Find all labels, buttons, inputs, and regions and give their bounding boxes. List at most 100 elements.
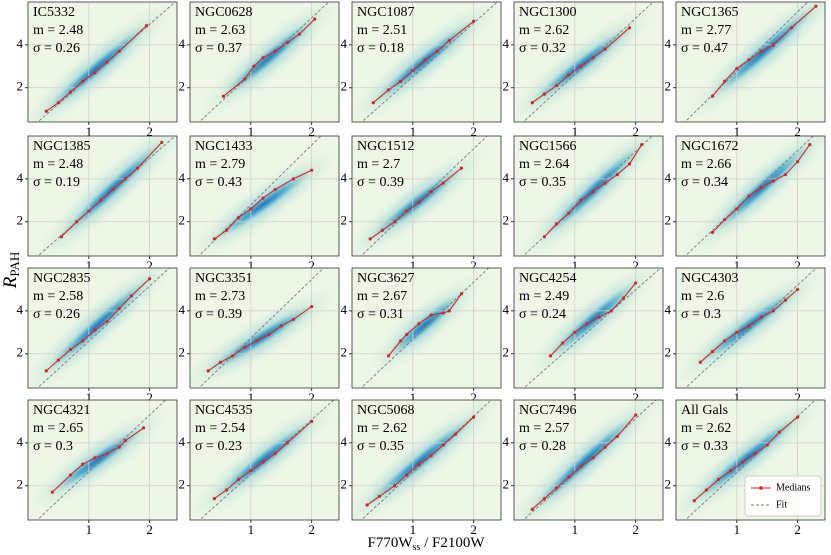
panel-frame xyxy=(351,267,502,389)
median-point xyxy=(783,298,788,302)
median-point xyxy=(735,66,739,71)
median-point xyxy=(117,307,121,311)
y-tick-label: 2 xyxy=(503,345,510,360)
x-label-pre: F770W xyxy=(368,535,414,551)
y-tick-label: 4 xyxy=(17,434,24,449)
panel-sigma: σ = 0.3 xyxy=(681,307,721,322)
median-point xyxy=(735,207,739,211)
median-point xyxy=(698,360,702,364)
x-tick-label: 2 xyxy=(146,390,153,405)
median-point xyxy=(285,41,289,45)
fit-line xyxy=(37,2,176,122)
fit-line xyxy=(684,400,816,520)
median-point xyxy=(741,460,745,464)
panel-name: NGC1672 xyxy=(681,139,739,154)
panel: 1 2 2 4 NGC0628 m = 2.63 σ = 0.37 xyxy=(179,1,340,139)
x-axis-label: F770Wss / F2100W xyxy=(368,535,486,553)
panel-name: NGC7496 xyxy=(519,403,577,418)
median-point xyxy=(554,83,559,88)
median-point xyxy=(759,185,763,190)
median-point xyxy=(771,43,775,47)
panel: 1 2 2 4 NGC3627 m = 2.67 σ = 0.31 xyxy=(341,267,502,405)
fit-line xyxy=(37,136,176,256)
panel: 1 2 2 4 NGC1672 m = 2.66 σ = 0.34 xyxy=(665,135,826,273)
x-tick-label: 1 xyxy=(86,522,93,537)
x-tick-label: 1 xyxy=(572,522,579,537)
median-point xyxy=(273,49,277,53)
density-core xyxy=(379,285,471,364)
x-tick-label: 1 xyxy=(572,390,579,405)
median-point xyxy=(771,309,775,313)
x-tick-label: 2 xyxy=(146,124,153,139)
panel-name: NGC0628 xyxy=(195,5,253,20)
y-tick-label: 2 xyxy=(665,213,672,228)
panel-plot xyxy=(28,268,177,388)
panel-sigma: σ = 0.34 xyxy=(681,175,728,190)
median-point xyxy=(723,217,727,222)
panel-name: All Gals xyxy=(681,403,728,418)
median-point xyxy=(429,190,433,194)
median-point xyxy=(417,462,421,466)
median-point xyxy=(710,349,715,354)
median-point xyxy=(111,187,115,192)
y-tick-label: 4 xyxy=(665,36,672,51)
panel-slope: m = 2.58 xyxy=(33,289,83,304)
x-tick-label: 2 xyxy=(308,390,315,405)
median-point xyxy=(243,345,247,349)
panel-name: NGC5068 xyxy=(357,403,415,418)
panel-sigma: σ = 0.47 xyxy=(681,41,728,56)
median-point xyxy=(224,488,229,492)
median-line xyxy=(369,167,462,240)
y-tick-label: 2 xyxy=(17,213,24,228)
panel: 1 2 2 4 NGC2835 m = 2.58 σ = 0.26 xyxy=(17,267,178,405)
median-point xyxy=(423,58,427,62)
median-point xyxy=(87,209,91,213)
x-tick-label: 1 xyxy=(734,390,741,405)
median-point xyxy=(729,469,733,473)
median-point xyxy=(117,49,121,53)
median-point xyxy=(747,194,751,198)
panel: 1 2 2 4 NGC1365 m = 2.77 σ = 0.47 xyxy=(665,1,826,139)
median-point xyxy=(472,19,476,23)
x-tick-label: 2 xyxy=(146,258,153,273)
y-tick-label: 4 xyxy=(179,170,186,185)
median-point xyxy=(386,354,391,358)
panel: 1 2 2 4 NGC1512 m = 2.7 σ = 0.39 xyxy=(341,135,502,273)
panel-plot xyxy=(28,136,177,256)
y-tick-label: 4 xyxy=(665,170,672,185)
panel-slope: m = 2.6 xyxy=(681,289,724,304)
panel-name: NGC4303 xyxy=(681,271,739,286)
density-core xyxy=(359,159,473,248)
panel-frame xyxy=(27,399,178,521)
panel-slope: m = 2.51 xyxy=(357,23,407,38)
median-point xyxy=(814,4,818,8)
panel-frame xyxy=(351,399,502,521)
fit-line xyxy=(684,268,818,388)
panel-sigma: σ = 0.19 xyxy=(33,175,80,190)
panel-plot xyxy=(514,268,663,388)
panel-frame xyxy=(189,1,340,123)
median-point xyxy=(405,473,409,477)
y-tick-label: 2 xyxy=(341,477,348,492)
median-point xyxy=(554,486,559,490)
median-point xyxy=(44,369,48,373)
panel-plot xyxy=(352,2,501,122)
median-point xyxy=(753,451,757,456)
median-point xyxy=(81,462,85,466)
median-point xyxy=(627,162,632,166)
median-point xyxy=(291,177,295,181)
panel-name: NGC4535 xyxy=(195,403,253,418)
median-point xyxy=(808,142,812,147)
panel-sigma: σ = 0.35 xyxy=(357,439,404,454)
y-tick-label: 2 xyxy=(179,213,186,228)
median-point xyxy=(459,292,464,296)
median-line xyxy=(372,20,474,104)
median-point xyxy=(548,354,553,358)
median-point xyxy=(747,324,751,328)
panel-name: NGC4254 xyxy=(519,271,577,286)
x-tick-label: 2 xyxy=(794,522,801,537)
panel-slope: m = 2.79 xyxy=(195,157,245,172)
density-core xyxy=(539,273,647,366)
median-point xyxy=(141,426,146,430)
panel-sigma: σ = 0.18 xyxy=(357,41,404,56)
